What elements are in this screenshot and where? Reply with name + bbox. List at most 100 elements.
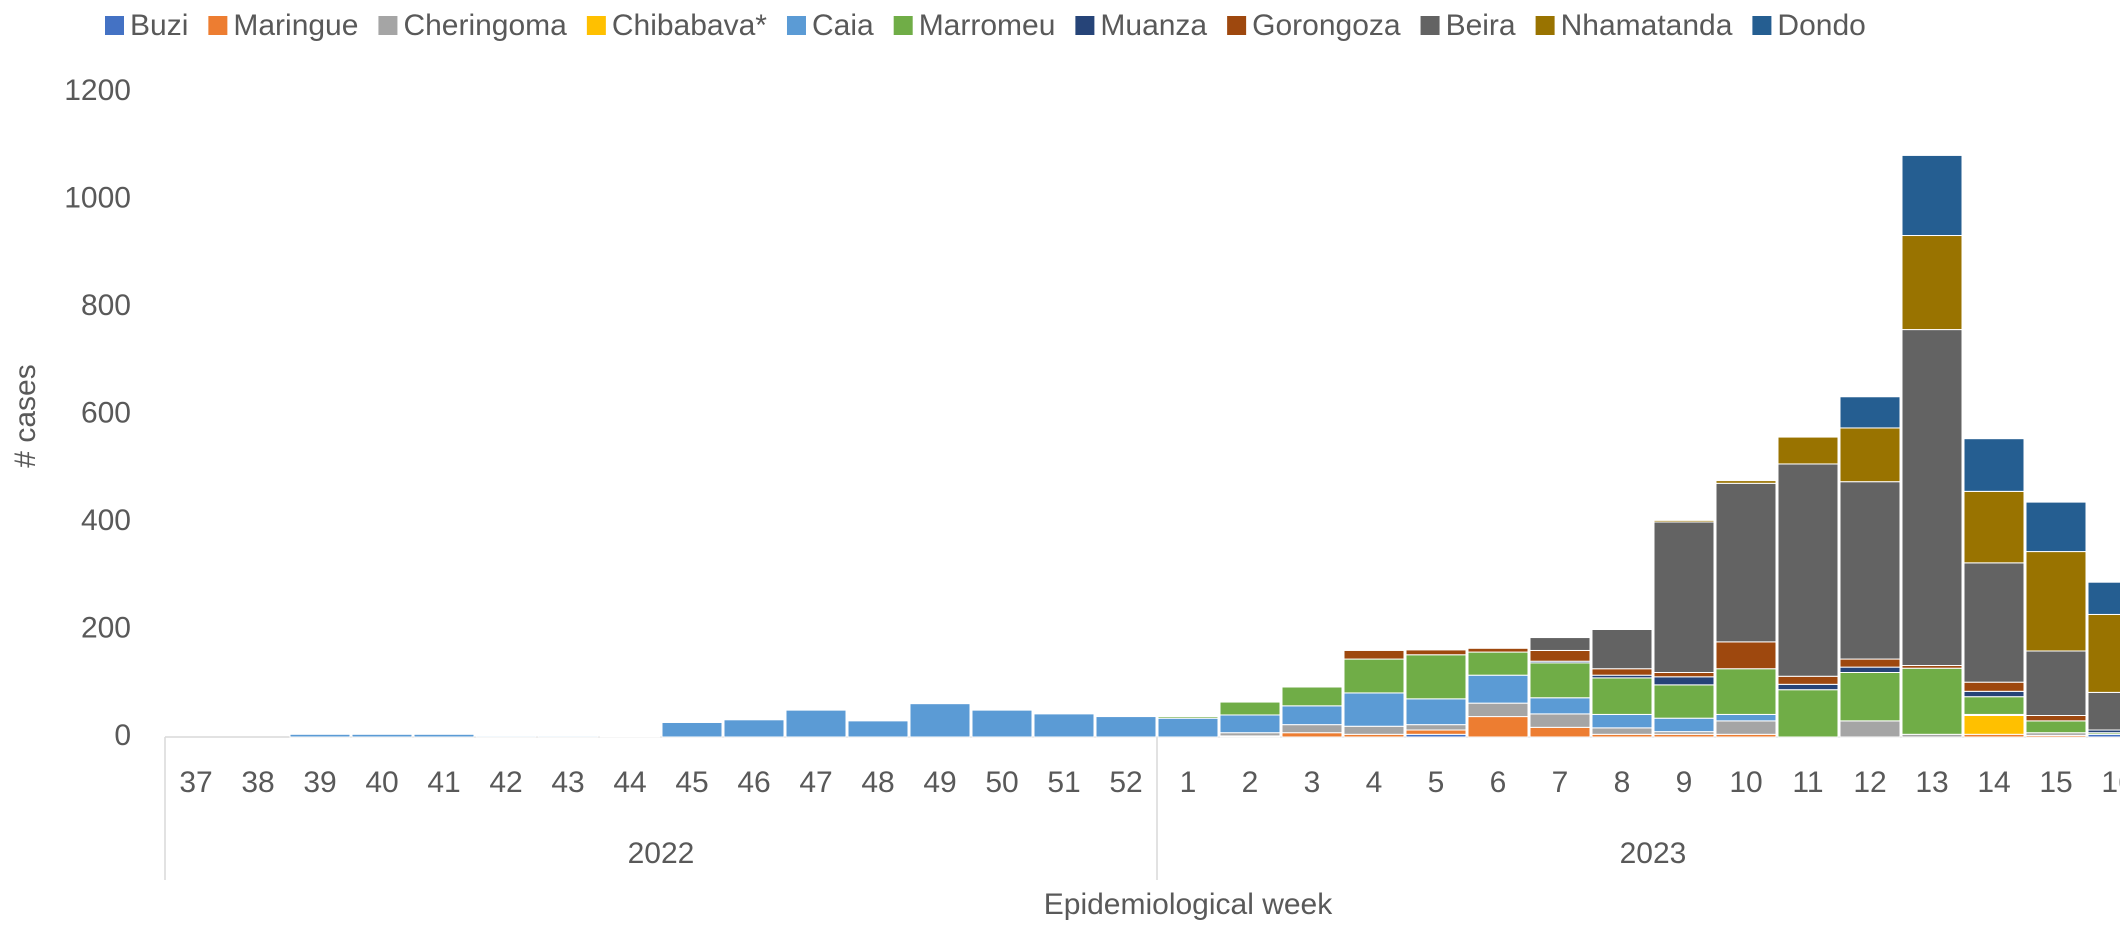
bar-segment (289, 733, 351, 738)
x-tick-label: 13 (1915, 766, 1948, 799)
bar-segment (2025, 720, 2087, 734)
bar-segment (1281, 686, 1343, 707)
bar-segment (1715, 482, 1777, 643)
legend-label: Chibabava* (612, 9, 767, 42)
x-tick-label: 40 (365, 766, 398, 799)
y-tick-label: 1200 (64, 74, 131, 107)
x-tick-label: 51 (1047, 766, 1080, 799)
bar-segment (1963, 490, 2025, 564)
x-tick-label: 16 (2101, 766, 2120, 799)
legend-swatch (1420, 16, 1440, 35)
bar-segment (413, 733, 475, 738)
bar-segment (723, 719, 785, 738)
legend-label: Gorongoza (1252, 9, 1401, 42)
x-tick-label: 6 (1490, 766, 1507, 799)
bar-segment (1963, 438, 2025, 492)
bar-segment (599, 735, 661, 738)
bar-segment (909, 703, 971, 738)
legend-label: Caia (812, 9, 874, 42)
x-axis-title: Epidemiological week (1044, 888, 1333, 921)
legend-label: Marromeu (919, 9, 1056, 42)
legend-swatch (1752, 16, 1772, 35)
x-tick-label: 43 (551, 766, 584, 799)
bar-segment (2025, 715, 2087, 722)
x-tick-label: 38 (241, 766, 274, 799)
bar-segment (1715, 480, 1777, 484)
bar-segment (1591, 629, 1653, 670)
legend-label: Muanza (1100, 9, 1207, 42)
legend-swatch (208, 16, 228, 35)
x-tick-label: 8 (1614, 766, 1631, 799)
bar-segment (661, 721, 723, 738)
bar-segment (1839, 658, 1901, 668)
bar-segment (1591, 668, 1653, 676)
x-tick-label: 3 (1304, 766, 1321, 799)
legend-swatch (1075, 16, 1095, 35)
bar-segment (1281, 732, 1343, 738)
bar-segment (1529, 662, 1591, 699)
bar-segment (1901, 329, 1963, 667)
bar-segment (1157, 716, 1219, 719)
bar-segment (2025, 501, 2087, 553)
bar-segment (1777, 436, 1839, 465)
x-tick-label: 1 (1180, 766, 1197, 799)
bar-segment (1839, 672, 1901, 722)
y-tick-label: 800 (81, 289, 131, 322)
legend-label: Nhamatanda (1561, 9, 1733, 42)
bar-segment (537, 735, 599, 738)
x-tick-label: 47 (799, 766, 832, 799)
y-axis-title: # cases (9, 364, 42, 467)
bar-segment (1653, 519, 1715, 523)
legend-swatch (105, 16, 124, 35)
bar-segment (1281, 705, 1343, 726)
bar-segment (1963, 696, 2025, 715)
bar-segment (1095, 716, 1157, 738)
bar-segment (1343, 692, 1405, 727)
bar-segment (1343, 658, 1405, 694)
x-tick-label: 11 (1792, 766, 1823, 799)
legend-label: Dondo (1777, 9, 1865, 42)
y-tick-label: 600 (81, 396, 131, 429)
bar-segment (2087, 691, 2120, 731)
bar-segment (1901, 235, 1963, 331)
x-tick-label: 52 (1109, 766, 1142, 799)
bar-segment (1839, 427, 1901, 483)
bar-segment (1715, 713, 1777, 722)
bar-segment (1281, 724, 1343, 734)
bar-segment (1839, 666, 1901, 673)
legend-label: Beira (1446, 9, 1516, 42)
y-tick-label: 200 (81, 611, 131, 644)
bar-segment (351, 733, 413, 738)
bar-segment (1343, 725, 1405, 735)
bar-segment (1777, 463, 1839, 677)
bar-segment (1405, 724, 1467, 731)
bar-segment (1219, 701, 1281, 716)
bar-segment (1033, 713, 1095, 738)
bar-segment (1901, 667, 1963, 735)
x-tick-label: 37 (179, 766, 212, 799)
bar-segment (1963, 715, 2025, 735)
x-tick-label: 39 (303, 766, 336, 799)
bar-segment (1653, 717, 1715, 733)
legend-label: Cheringoma (403, 9, 567, 42)
x-tick-label: 2 (1242, 766, 1259, 799)
bar-segment (1219, 714, 1281, 734)
bar-segment (1405, 649, 1467, 656)
bar-segment (1405, 654, 1467, 700)
bar-segment (1777, 689, 1839, 738)
x-group-label: 2022 (628, 837, 695, 870)
bar-segment (785, 709, 847, 738)
x-tick-label: 50 (985, 766, 1018, 799)
bar-segment (2087, 581, 2120, 615)
bar-segment (1157, 717, 1219, 738)
bar-segment (2087, 613, 2120, 693)
x-tick-label: 41 (427, 766, 460, 799)
bar-segment (475, 735, 537, 738)
legend-swatch (1227, 16, 1247, 35)
x-tick-label: 48 (861, 766, 894, 799)
x-tick-label: 49 (923, 766, 956, 799)
bar-segment (1963, 681, 2025, 692)
bar-segment (1901, 154, 1963, 237)
legend-swatch (1535, 16, 1555, 35)
bar-segment (1963, 690, 2025, 698)
